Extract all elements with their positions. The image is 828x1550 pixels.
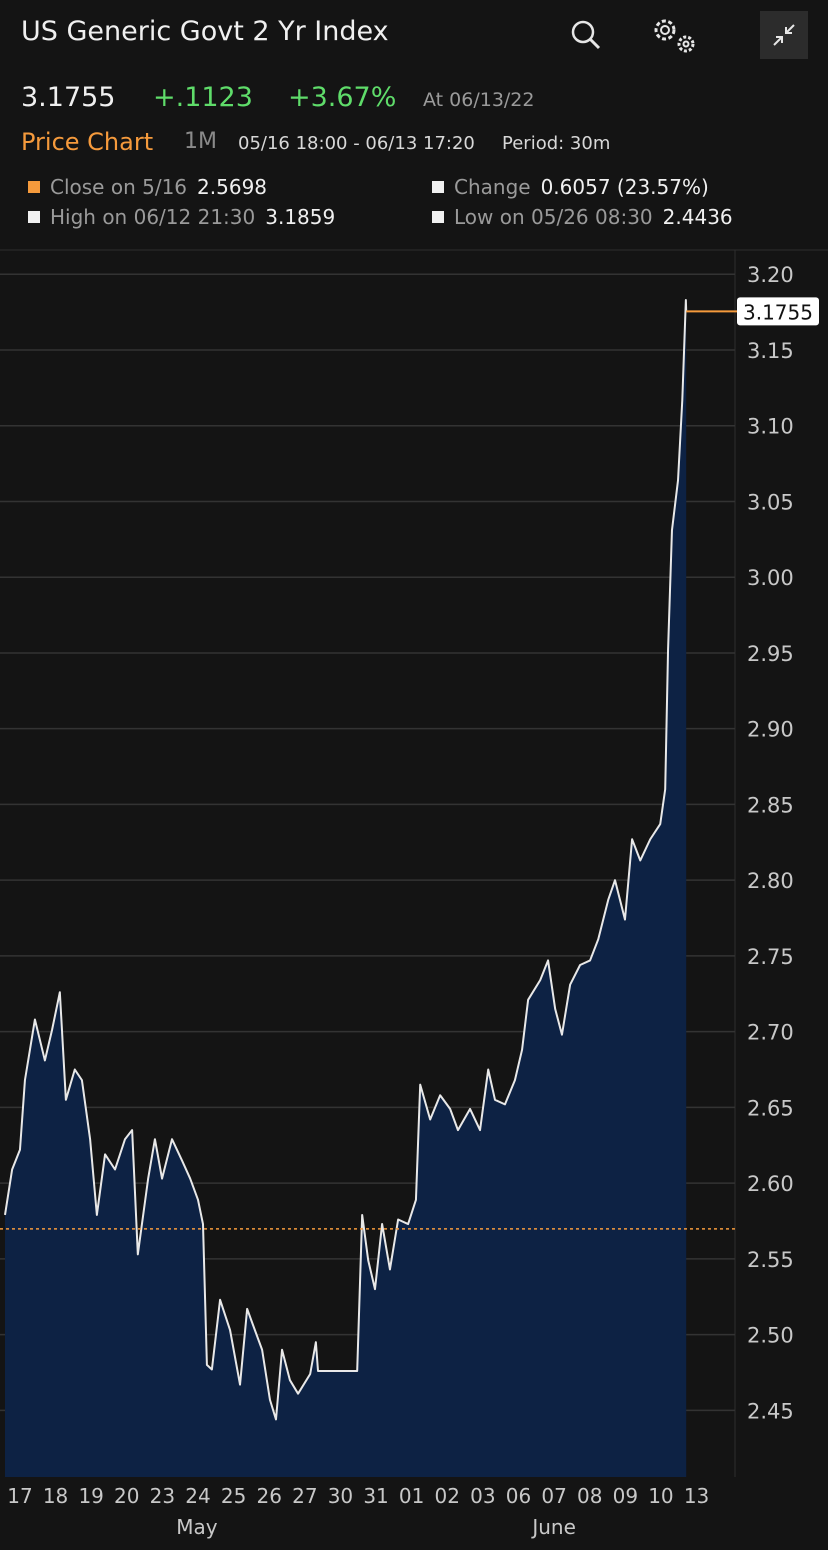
x-tick-label: 26 xyxy=(256,1484,281,1508)
stat-label: Low on 05/26 08:30 xyxy=(454,205,653,229)
settings-icon[interactable] xyxy=(648,12,700,58)
collapse-button[interactable] xyxy=(760,11,808,59)
x-tick-label: 18 xyxy=(43,1484,68,1508)
x-tick-label: 03 xyxy=(470,1484,495,1508)
x-tick-label: 23 xyxy=(150,1484,175,1508)
x-tick-label: 07 xyxy=(541,1484,566,1508)
x-tick-label: 09 xyxy=(613,1484,638,1508)
y-tick-label: 2.80 xyxy=(747,869,794,893)
period-range: 05/16 18:00 - 06/13 17:20 xyxy=(238,133,475,154)
x-tick-label: 17 xyxy=(7,1484,32,1508)
x-tick-label: 19 xyxy=(78,1484,103,1508)
stat-value: 2.4436 xyxy=(662,205,733,229)
range[interactable]: 1M xyxy=(184,129,217,154)
stat-label: Change xyxy=(454,175,531,199)
chart-label[interactable]: Price Chart xyxy=(21,128,154,156)
y-tick-label: 2.50 xyxy=(747,1324,794,1348)
x-tick-label: 30 xyxy=(328,1484,353,1508)
stat: High on 06/12 21:30 3.1859 xyxy=(28,205,335,229)
y-tick-label: 3.15 xyxy=(747,339,794,363)
stat: Close on 5/16 2.5698 xyxy=(28,175,267,199)
stat: Change 0.6057 (23.57%) xyxy=(432,175,709,199)
last-value-box xyxy=(737,297,819,326)
price-line xyxy=(4,298,688,1421)
stat-value: 2.5698 xyxy=(197,175,268,199)
area-fill xyxy=(5,299,687,1477)
y-tick-label: 2.70 xyxy=(747,1021,794,1045)
x-tick-label: 01 xyxy=(399,1484,424,1508)
x-tick-label: 13 xyxy=(684,1484,709,1508)
y-tick-label: 2.60 xyxy=(747,1172,794,1196)
x-tick-label: 06 xyxy=(506,1484,531,1508)
x-tick-label: 31 xyxy=(363,1484,388,1508)
x-tick-label: 08 xyxy=(577,1484,602,1508)
y-tick-label: 3.20 xyxy=(747,263,794,287)
y-tick-label: 2.45 xyxy=(747,1399,794,1423)
x-tick-label: 25 xyxy=(221,1484,246,1508)
x-tick-label: 24 xyxy=(185,1484,210,1508)
title: US Generic Govt 2 Yr Index xyxy=(21,16,389,47)
month-label: June xyxy=(530,1515,576,1539)
stat-label: Close on 5/16 xyxy=(50,175,188,199)
x-tick-label: 10 xyxy=(648,1484,673,1508)
x-tick-label: 02 xyxy=(435,1484,460,1508)
y-tick-label: 3.10 xyxy=(747,415,794,439)
x-tick-label: 20 xyxy=(114,1484,139,1508)
stat: Low on 05/26 08:30 2.4436 xyxy=(432,205,733,229)
y-tick-label: 3.00 xyxy=(747,566,794,590)
stat-value: 3.1859 xyxy=(265,205,336,229)
as-of: At 06/13/22 xyxy=(423,89,535,111)
period: Period: 30m xyxy=(502,133,611,154)
change-pct: +3.67% xyxy=(288,82,397,113)
month-label: May xyxy=(176,1515,218,1539)
stat-label: High on 06/12 21:30 xyxy=(50,205,256,229)
search-icon[interactable] xyxy=(566,14,606,54)
price: 3.1755 xyxy=(21,82,116,113)
y-tick-label: 2.55 xyxy=(747,1248,794,1272)
y-tick-label: 2.65 xyxy=(747,1096,794,1120)
y-tick-label: 2.85 xyxy=(747,793,794,817)
y-tick-label: 2.90 xyxy=(747,718,794,742)
y-tick-label: 2.75 xyxy=(747,945,794,969)
change: +.1123 xyxy=(153,82,253,113)
y-tick-label: 2.95 xyxy=(747,642,794,666)
x-tick-label: 27 xyxy=(292,1484,317,1508)
y-tick-label: 3.05 xyxy=(747,490,794,514)
stat-value: 0.6057 (23.57%) xyxy=(540,175,709,199)
last-value-label: 3.1755 xyxy=(743,300,813,324)
